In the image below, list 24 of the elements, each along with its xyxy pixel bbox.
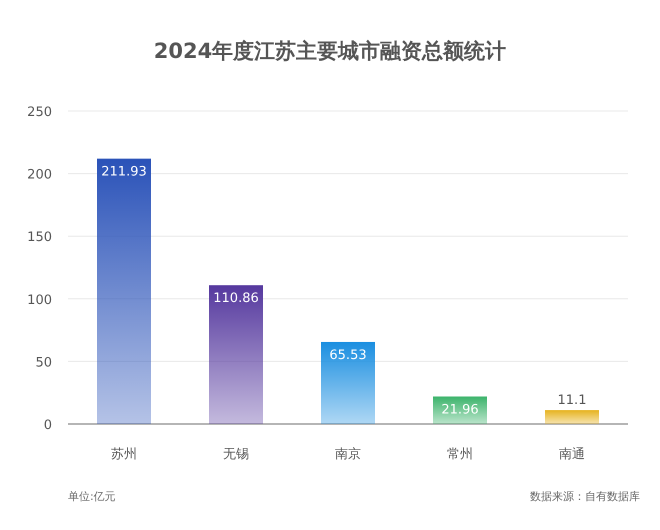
- bar: [321, 342, 375, 424]
- x-tick-label: 无锡: [223, 447, 249, 462]
- x-tick-label: 南京: [335, 447, 361, 462]
- y-tick-label: 100: [27, 292, 52, 308]
- bar: [545, 410, 599, 424]
- y-tick-label: 50: [35, 355, 52, 370]
- data-label: 21.96: [441, 402, 479, 418]
- x-tick-label: 常州: [447, 447, 473, 462]
- data-label: 211.93: [101, 164, 147, 180]
- y-tick-label: 150: [27, 230, 52, 246]
- y-tick-label: 250: [27, 105, 52, 120]
- bar: [209, 285, 263, 424]
- bar: [433, 396, 487, 424]
- y-tick-label: 0: [44, 418, 52, 433]
- data-label: 65.53: [329, 348, 367, 363]
- data-label: 110.86: [213, 291, 259, 306]
- text: 单位:亿元: [68, 490, 116, 503]
- chart-title: 2024年度江苏主要城市融资总额统计: [154, 39, 506, 63]
- data-label: 11.1: [558, 393, 586, 408]
- y-tick-label: 200: [27, 168, 52, 183]
- x-tick-label: 南通: [559, 447, 585, 462]
- bar: [97, 158, 151, 424]
- source-note: 数据来源：自有数据库: [530, 490, 640, 503]
- x-tick-label: 苏州: [111, 447, 137, 462]
